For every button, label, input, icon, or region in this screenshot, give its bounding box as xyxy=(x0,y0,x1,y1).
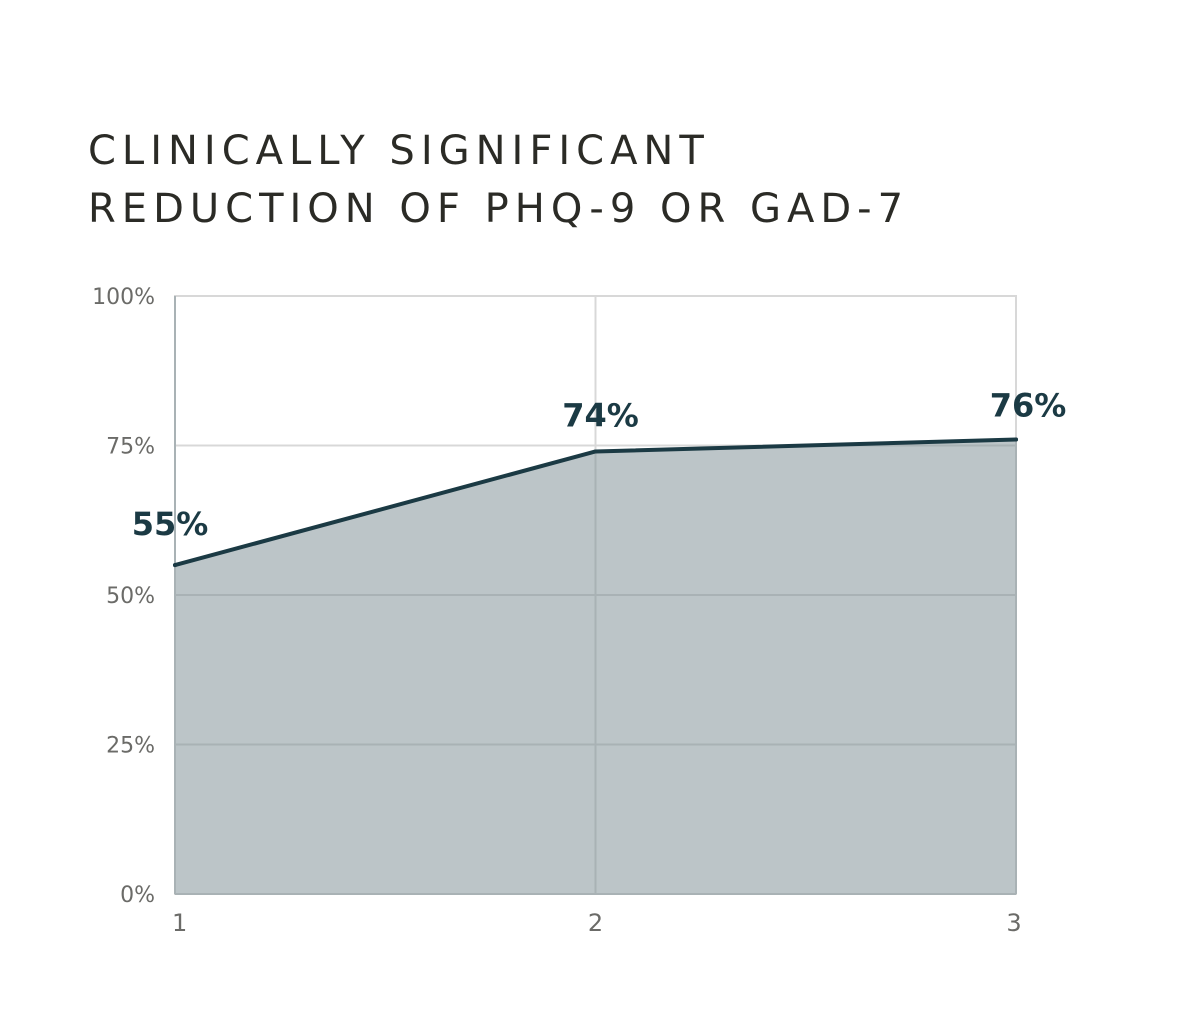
data-label-3: 76% xyxy=(990,387,1067,425)
data-label-2: 74% xyxy=(562,396,639,434)
data-point-1 xyxy=(173,563,177,568)
data-label-1: 55% xyxy=(132,505,209,543)
chart-title-line-2: REDUCTION OF PHQ-9 OR GAD-7 xyxy=(88,186,910,232)
y-tick-label-3: 75% xyxy=(106,435,155,460)
data-point-3 xyxy=(1014,437,1018,442)
chart-title: CLINICALLY SIGNIFICANT REDUCTION OF PHQ-… xyxy=(88,122,909,238)
y-tick-label-2: 50% xyxy=(106,584,155,609)
x-tick-label-1: 1 xyxy=(172,909,187,937)
y-tick-label-1: 25% xyxy=(106,734,155,759)
x-tick-label-2: 2 xyxy=(588,909,603,937)
y-tick-label-4: 100% xyxy=(92,285,155,310)
chart-title-line-1: CLINICALLY SIGNIFICANT xyxy=(88,128,710,174)
y-tick-label-0: 0% xyxy=(120,883,155,908)
data-point-2 xyxy=(593,449,598,454)
x-tick-label-3: 3 xyxy=(1006,909,1021,937)
